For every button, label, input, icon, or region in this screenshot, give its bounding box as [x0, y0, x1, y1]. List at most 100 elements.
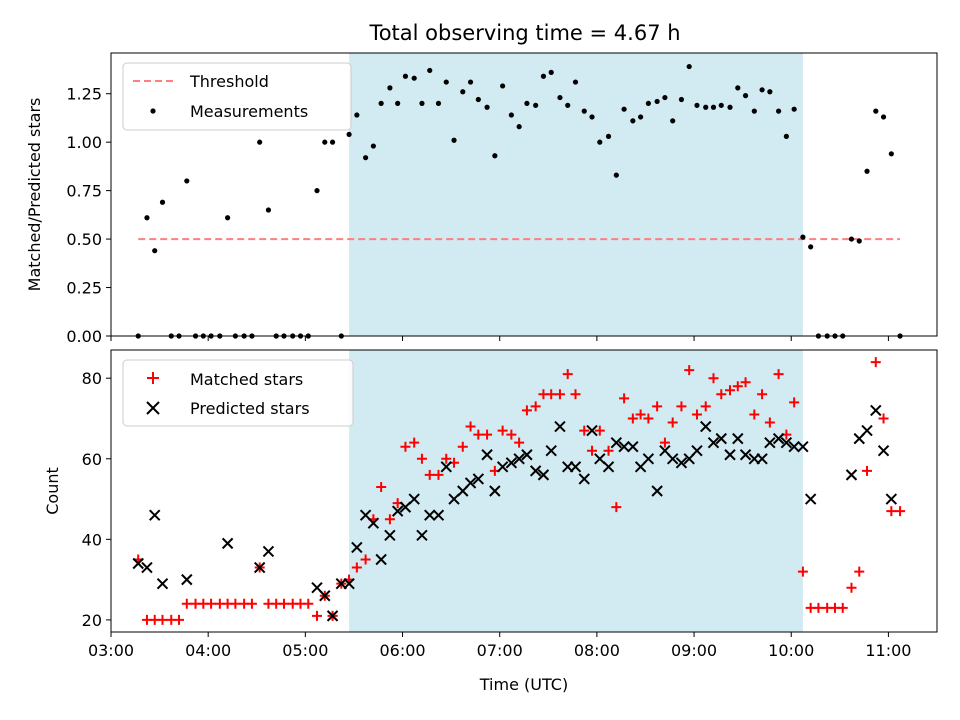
- predicted-star-point: [149, 509, 161, 521]
- predicted-star-point: [618, 440, 630, 453]
- matched-legend-label: Matched stars: [190, 370, 303, 389]
- count-legend-frame: [122, 359, 354, 427]
- measurement-point: [597, 139, 603, 145]
- matched-star-point: [635, 409, 646, 420]
- chart-title: Total observing time = 4.67 h: [368, 21, 680, 45]
- predicted-star-point: [651, 485, 663, 497]
- measurement-point: [873, 108, 879, 114]
- matched-star-point: [684, 365, 695, 376]
- measurement-point: [460, 89, 466, 95]
- predicted-star-point: [788, 440, 800, 453]
- x-tick-label: 05:00: [282, 641, 328, 660]
- measurement-point: [589, 114, 595, 120]
- predicted-star-point: [861, 424, 873, 437]
- predicted-star-point: [772, 432, 785, 445]
- matched-star-point: [725, 385, 736, 396]
- measurement-point: [630, 118, 636, 124]
- matched-star-point: [554, 389, 565, 400]
- predicted-star-point: [399, 501, 412, 513]
- predicted-star-point: [691, 445, 703, 457]
- predicted-star-point: [845, 469, 858, 481]
- measurement-point: [727, 104, 733, 110]
- predicted-star-point: [181, 573, 193, 586]
- y-tick-label: 80: [82, 369, 102, 388]
- matched-star-point: [246, 598, 257, 609]
- measurement-point: [346, 131, 352, 138]
- matched-star-point: [206, 598, 217, 609]
- matched-star-point: [886, 506, 897, 517]
- predicted-star-point: [156, 577, 169, 590]
- measurement-point: [808, 244, 814, 250]
- matched-star-point: [870, 357, 881, 368]
- predicted-star-point: [505, 457, 518, 469]
- measurement-point: [565, 102, 571, 108]
- predicted-star-point: [513, 453, 525, 465]
- matched-star-point: [351, 562, 362, 573]
- measurement-point: [395, 100, 401, 106]
- matched-star-point: [312, 610, 323, 621]
- measurement-point: [159, 199, 166, 205]
- matched-star-point: [813, 602, 824, 613]
- y-tick-label: 0.25: [66, 279, 102, 298]
- measurement-point: [387, 85, 393, 91]
- ratio-legend: Threshold Measurements: [122, 62, 352, 131]
- matched-star-point: [546, 389, 557, 400]
- matched-star-point: [570, 389, 581, 400]
- ratio-plot-frame: [110, 52, 938, 337]
- predicted-star-point: [724, 449, 736, 461]
- matched-star-point: [619, 393, 630, 404]
- measurement-point: [742, 93, 749, 99]
- predicted-star-point: [440, 461, 452, 473]
- predicted-star-point: [594, 453, 606, 465]
- matched-star-point: [157, 614, 168, 625]
- measurement-point: [492, 153, 498, 159]
- observing-span-shading: [349, 53, 803, 336]
- matched-star-point: [433, 469, 444, 480]
- predicted-star-point: [375, 553, 387, 566]
- measurement-point: [776, 108, 782, 114]
- predicted-star-point: [797, 440, 809, 453]
- predicted-star-point: [545, 445, 557, 457]
- measurement-point: [654, 98, 660, 105]
- measurement-point: [370, 143, 376, 149]
- matched-star-point: [764, 417, 775, 428]
- predicted-star-point: [715, 432, 727, 445]
- predicted-star-point: [578, 473, 590, 485]
- measurement-point: [508, 112, 514, 118]
- count-y-axis-label: Count: [43, 467, 62, 515]
- matched-star-point: [797, 566, 808, 577]
- predicted-star-point: [537, 469, 550, 481]
- predicted-star-point: [326, 610, 339, 622]
- predicted-star-point: [700, 420, 712, 433]
- x-tick-label: 07:00: [477, 641, 523, 660]
- predicted-star-point: [870, 404, 882, 417]
- predicted-star-point: [586, 424, 598, 437]
- measurement-point: [533, 102, 539, 108]
- matched-star-point: [514, 437, 525, 448]
- ratio-legend-frame: [122, 62, 352, 131]
- measurement-point: [322, 139, 328, 145]
- measurement-point: [225, 215, 231, 221]
- measurement-point: [314, 188, 320, 194]
- matched-star-point: [708, 373, 719, 384]
- predicted-star-point: [521, 449, 533, 461]
- predicted-star-point: [764, 436, 776, 449]
- predicted-star-point: [642, 453, 655, 465]
- x-tick-label: 06:00: [379, 641, 425, 660]
- measurement-point: [751, 108, 757, 114]
- count-legend: Matched stars Predicted stars: [122, 359, 354, 427]
- measurement-point: [411, 75, 417, 81]
- measurement-point: [581, 108, 587, 114]
- x-tick-label: 09:00: [671, 641, 717, 660]
- measurement-point: [548, 69, 554, 75]
- predicted-star-point: [885, 493, 898, 505]
- measurement-point: [662, 94, 668, 101]
- predicted-star-point: [384, 529, 396, 542]
- count-panel: 03:00 04:00 05:00 06:00 07:00 08:00 09:00 10:00…: [43, 349, 938, 694]
- matched-star-point: [643, 413, 654, 424]
- x-tick-label: 10:00: [768, 641, 814, 660]
- matched-star-point: [424, 469, 435, 480]
- matched-star-point: [862, 465, 873, 476]
- measurement-point: [638, 114, 644, 120]
